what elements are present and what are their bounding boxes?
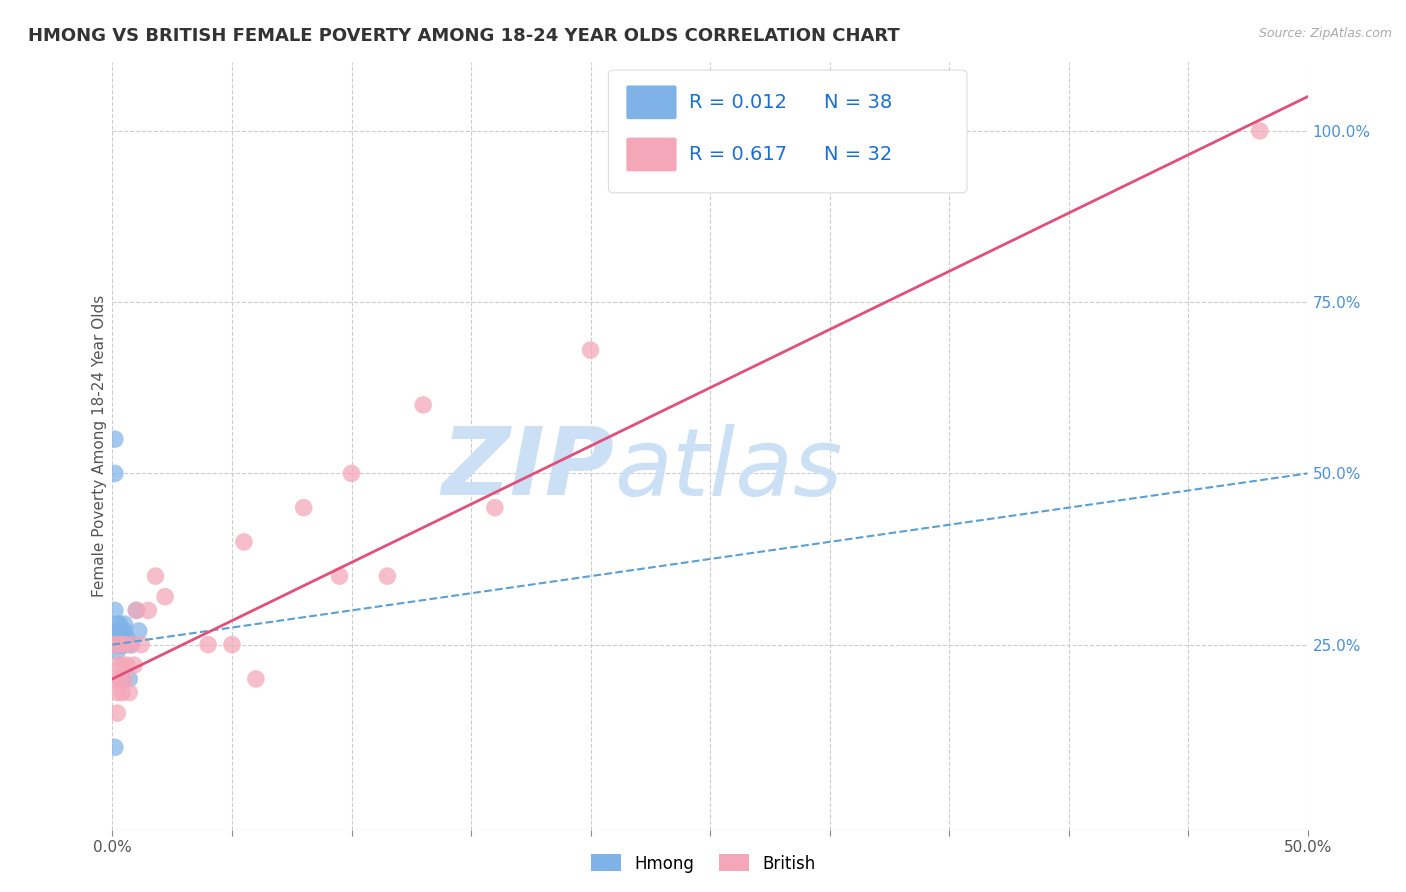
Point [233,535,256,549]
Point [108,638,131,652]
Text: HMONG VS BRITISH FEMALE POVERTY AMONG 18-24 YEAR OLDS CORRELATION CHART: HMONG VS BRITISH FEMALE POVERTY AMONG 18… [28,27,900,45]
Text: R = 0.617: R = 0.617 [689,145,786,164]
FancyBboxPatch shape [609,70,967,193]
Point [108,631,131,645]
Text: Source: ZipAtlas.com: Source: ZipAtlas.com [1258,27,1392,40]
Point [114,631,135,645]
Point [108,638,131,652]
Point [115,631,138,645]
Point [105,638,128,652]
Point [138,603,160,617]
Point [125,603,148,617]
Legend: Hmong, British: Hmong, British [583,847,823,880]
Point [108,624,131,638]
Point [125,603,148,617]
Point [118,685,141,699]
Point [114,638,135,652]
Point [104,467,127,481]
Point [105,658,128,673]
Point [104,672,127,686]
Text: atlas: atlas [614,424,842,515]
Point [111,672,134,686]
Point [108,617,131,632]
Point [122,658,145,673]
Point [579,343,602,358]
Point [108,638,131,652]
Point [221,638,243,652]
Point [111,638,134,652]
Point [111,624,134,638]
Point [104,740,127,755]
Point [121,638,143,652]
Point [118,672,141,686]
Point [111,658,134,673]
Point [128,624,150,638]
Point [114,624,135,638]
Point [114,617,135,632]
Point [105,631,128,645]
Point [105,706,128,720]
Point [108,638,131,652]
Point [129,638,152,652]
Point [111,631,134,645]
Point [111,685,134,699]
Text: N = 38: N = 38 [824,93,891,112]
Point [412,398,434,412]
Point [292,500,315,515]
Point [105,638,128,652]
Point [114,672,135,686]
Point [108,624,131,638]
Point [118,638,141,652]
Text: R = 0.012: R = 0.012 [689,93,786,112]
Point [105,631,128,645]
Point [105,644,128,658]
Point [105,685,128,699]
Y-axis label: Female Poverty Among 18-24 Year Olds: Female Poverty Among 18-24 Year Olds [91,295,107,597]
Point [115,658,138,673]
Text: N = 32: N = 32 [824,145,891,164]
Point [145,569,167,583]
Point [121,638,143,652]
Point [104,638,127,652]
Point [105,617,128,632]
Point [111,638,134,652]
Point [105,631,128,645]
Point [484,500,506,515]
Point [1249,124,1271,138]
Point [114,638,135,652]
Point [153,590,176,604]
Point [197,638,219,652]
FancyBboxPatch shape [627,137,676,171]
FancyBboxPatch shape [627,86,676,120]
Point [111,631,134,645]
Point [329,569,352,583]
Point [104,603,127,617]
Point [105,624,128,638]
Point [108,631,131,645]
Point [245,672,267,686]
Point [104,432,127,446]
Point [105,638,128,652]
Point [340,467,363,481]
Point [377,569,399,583]
Text: ZIP: ZIP [441,423,614,515]
Point [108,672,131,686]
Point [114,638,135,652]
